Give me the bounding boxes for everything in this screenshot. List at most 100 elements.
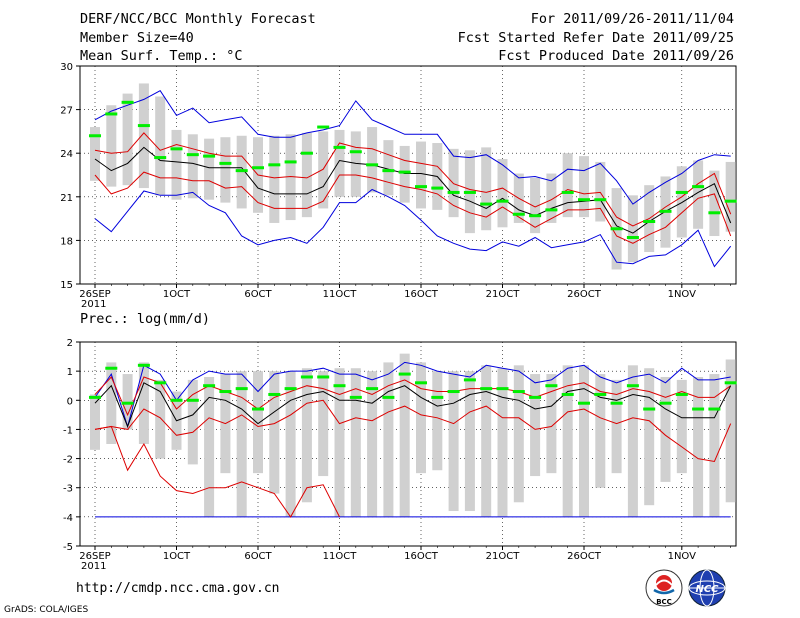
temp-range-box (334, 129, 345, 197)
temp-range-box (285, 134, 296, 221)
prec-mean-mark (203, 384, 216, 388)
prec-xtick-label: 26SEP (79, 551, 110, 562)
prec-mean-mark (480, 387, 493, 391)
temp-range-box (725, 161, 736, 232)
prec-mean-mark (415, 381, 427, 385)
temp-mean-mark (675, 190, 688, 194)
prec-mean-mark (121, 401, 134, 405)
prec-range-box (562, 365, 573, 517)
prec-mean-mark (431, 395, 444, 399)
temp-range-box (318, 131, 329, 209)
temp-mean-mark (349, 150, 362, 154)
temp-range-box (106, 105, 117, 187)
prec-xtick-label: 11OCT (323, 551, 358, 562)
temp-year-label: 2011 (81, 299, 106, 310)
temp-range-box (187, 134, 198, 199)
prec-ytick-label: -2 (63, 455, 73, 466)
prec-mean-mark (626, 384, 639, 388)
temp-xtick-label: 6OCT (244, 289, 272, 300)
temp-mean-mark (333, 145, 346, 149)
temp-range-box (595, 161, 606, 222)
temp-mean-mark (529, 214, 542, 218)
prec-range-box (464, 371, 475, 512)
temp-mean-mark (659, 209, 672, 213)
temp-max-line (94, 90, 731, 205)
temp-range-box (220, 137, 231, 203)
temp-upper-spread-line (94, 132, 732, 227)
temp-range-box (546, 173, 557, 223)
prec-mean-mark (317, 375, 330, 379)
temp-range-box (693, 160, 704, 229)
prec-range-box (204, 376, 215, 517)
prec-mean-mark (219, 390, 232, 394)
prec-mean-mark (137, 363, 150, 367)
prec-range-box (676, 379, 687, 474)
temp-mean-mark (561, 190, 574, 194)
prec-range-box (595, 374, 606, 488)
prec-mean-mark (89, 395, 101, 399)
prec-range-box (334, 368, 345, 517)
prec-ytick-label: -1 (63, 425, 73, 436)
prec-range-box (367, 371, 378, 517)
temp-mean-mark (415, 185, 427, 189)
variable-label: Mean Surf. Temp.: °C (80, 48, 243, 64)
bcc-logo-text: BCC (656, 598, 672, 606)
temp-range-box (269, 135, 280, 223)
temp-range-box (562, 153, 573, 218)
prec-mean-mark (300, 375, 313, 379)
prec-mean-mark (154, 381, 167, 385)
prec-mean-mark (268, 392, 281, 396)
temp-xtick-label: 1NOV (668, 289, 697, 300)
temp-mean-mark (186, 153, 199, 157)
prec-mean-mark (529, 395, 542, 399)
temp-mean-mark (447, 190, 460, 194)
title-left: DERF/NCC/BCC Monthly Forecast (80, 11, 316, 27)
temp-range-box (416, 141, 426, 209)
temp-range-box (171, 129, 182, 200)
temp-mean-mark (431, 186, 444, 190)
prec-median-line (94, 382, 732, 428)
temp-min-line (94, 188, 732, 268)
prec-mean-mark (463, 378, 476, 382)
prec-mean-mark (366, 387, 379, 391)
prec-mean-mark (170, 398, 183, 402)
produced-date: Fcst Produced Date 2011/09/26 (498, 48, 734, 64)
prec-ytick-label: -5 (63, 542, 73, 553)
temp-mean-mark (512, 212, 525, 216)
prec-range-box (513, 365, 524, 503)
temp-mean-mark (643, 220, 656, 224)
prec-xtick-label: 1OCT (163, 551, 191, 562)
prec-mean-mark (349, 395, 362, 399)
prec-mean-mark (252, 407, 264, 411)
prec-range-box (481, 365, 492, 517)
temp-mean-mark (268, 163, 281, 167)
temp-mean-mark (398, 170, 411, 174)
temp-mean-mark (724, 199, 737, 203)
grads-credit: GrADS: COLA/IGES (4, 605, 89, 615)
prec-ytick-label: -3 (63, 484, 73, 495)
prec-range-box (253, 371, 263, 474)
temp-mean-mark (496, 199, 509, 203)
temp-mean-mark (154, 156, 167, 160)
temp-mean-mark (626, 235, 639, 239)
precip-label: Prec.: log(mm/d) (80, 311, 211, 327)
prec-upper-spread-line (94, 376, 731, 417)
prec-range-box (530, 374, 541, 477)
source-url[interactable]: http://cmdp.ncc.cma.gov.cn (76, 581, 280, 596)
temp-median-line (94, 146, 732, 234)
prec-mean-mark (235, 387, 248, 391)
temp-mean-mark (578, 198, 590, 202)
prec-xtick-label: 21OCT (486, 551, 521, 562)
temp-mean-mark (284, 160, 297, 164)
temp-xtick-label: 26SEP (79, 289, 110, 300)
temp-ytick-label: 18 (60, 236, 73, 247)
prec-xtick-label: 1NOV (668, 551, 697, 562)
start-date: Fcst Started Refer Date 2011/09/25 (457, 30, 734, 46)
prec-range-box (106, 362, 117, 444)
prec-ytick-label: 0 (67, 396, 73, 407)
temp-mean-mark (594, 198, 607, 202)
prec-range-box (399, 353, 410, 517)
temp-mean-mark (708, 211, 721, 215)
bcc-logo: BCC (645, 569, 683, 607)
prec-range-box (383, 362, 394, 517)
